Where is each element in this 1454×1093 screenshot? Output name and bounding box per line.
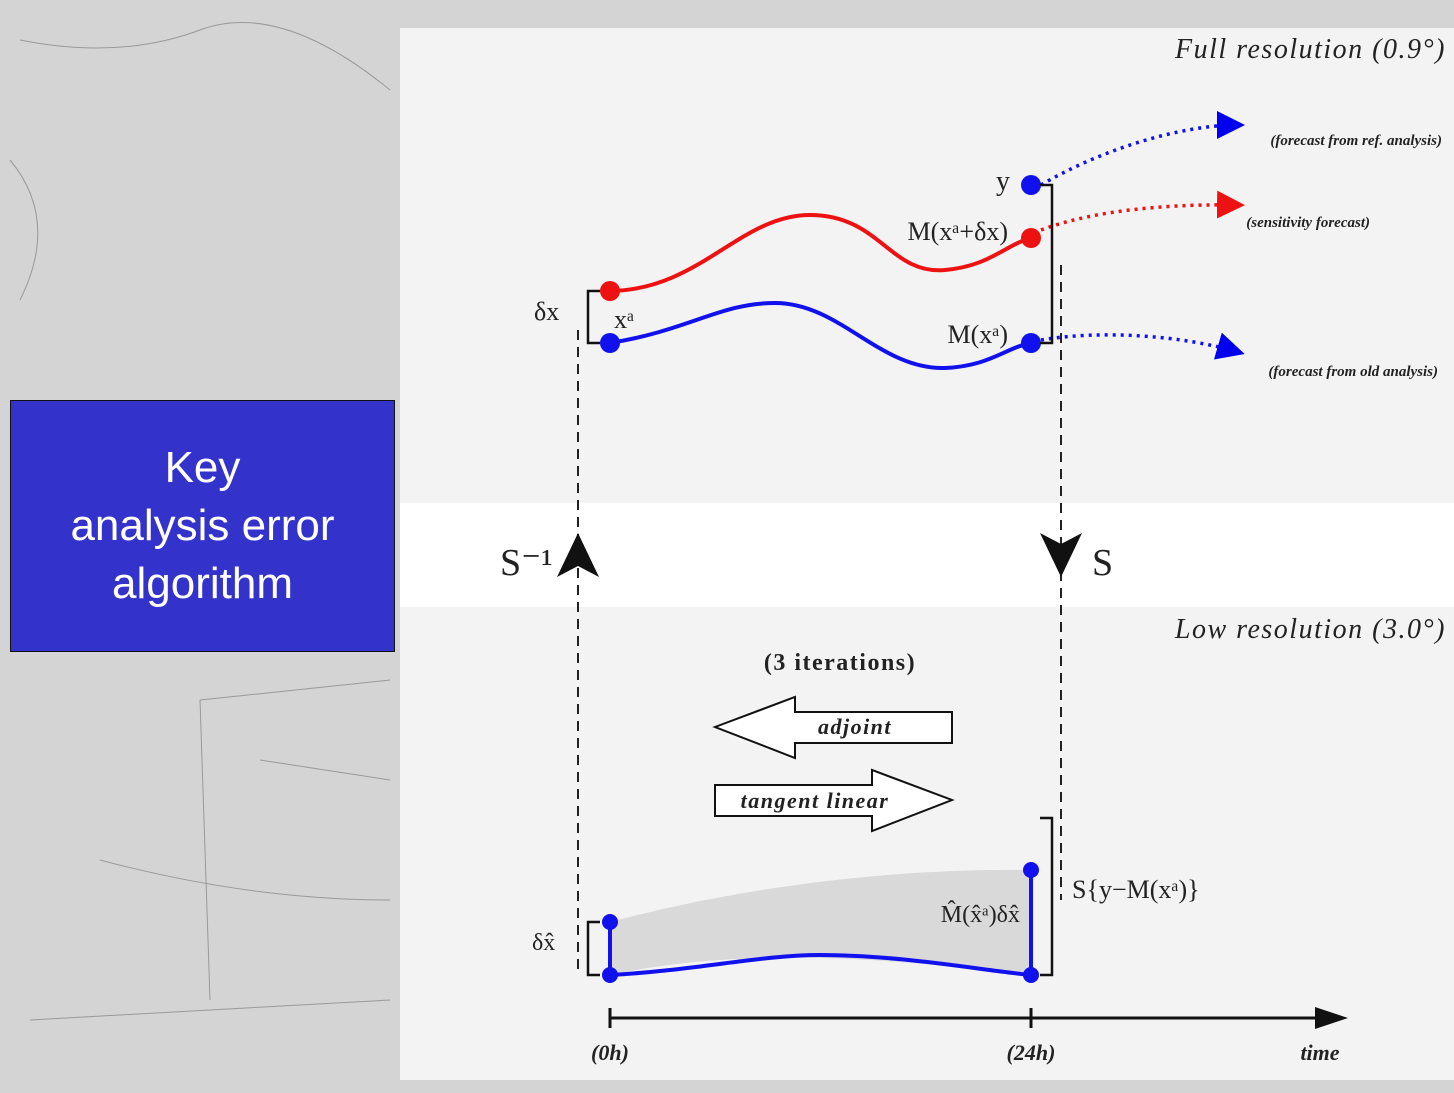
projected-error-label: S{y−M(xᵃ)}	[1072, 875, 1200, 904]
full-res-panel	[400, 28, 1454, 503]
point	[1023, 862, 1039, 878]
title-line: algorithm	[11, 555, 394, 613]
time-end: (24h)	[1007, 1040, 1056, 1065]
time-start: (0h)	[591, 1040, 629, 1065]
full-resolution-label: Full resolution (0.9°)	[1174, 34, 1446, 65]
title-box: Key analysis error algorithm	[10, 400, 395, 652]
point	[1021, 175, 1041, 195]
title-line: analysis error	[11, 497, 394, 555]
point	[1023, 967, 1039, 983]
old-forecast-label: M(xᵃ)	[947, 320, 1008, 349]
forecast-label: (forecast from old analysis)	[1268, 364, 1438, 380]
iterations-label: (3 iterations)	[764, 650, 916, 676]
s-label: S	[1092, 542, 1113, 584]
delta-x-label: δx	[534, 297, 559, 326]
low-resolution-label: Low resolution (3.0°)	[1174, 614, 1446, 645]
low-res-panel	[400, 607, 1454, 1080]
s-inverse-label: S⁻¹	[500, 542, 553, 584]
analysis-label: xᵃ	[614, 305, 634, 334]
perturbed-forecast-label: M(xᵃ+δx)	[908, 217, 1008, 246]
y-label: y	[996, 166, 1010, 197]
tl-product-label: M̂(x̂ᵃ)δx̂	[941, 900, 1020, 928]
separator-band	[400, 503, 1454, 607]
point	[1021, 228, 1041, 248]
delta-x-hat-label: δx̂	[532, 930, 555, 956]
point	[600, 281, 620, 301]
page: Full resolution (0.9°) Low resolution (3…	[0, 0, 1454, 1093]
title-line: Key	[11, 439, 394, 497]
forecast-label: (sensitivity forecast)	[1246, 215, 1370, 231]
point	[602, 967, 618, 983]
forecast-label: (forecast from ref. analysis)	[1270, 133, 1442, 149]
point	[602, 914, 618, 930]
point	[1021, 333, 1041, 353]
time-label: time	[1300, 1040, 1339, 1065]
tangent-linear-label: tangent linear	[741, 788, 890, 813]
point	[600, 333, 620, 353]
adjoint-label: adjoint	[818, 714, 892, 739]
